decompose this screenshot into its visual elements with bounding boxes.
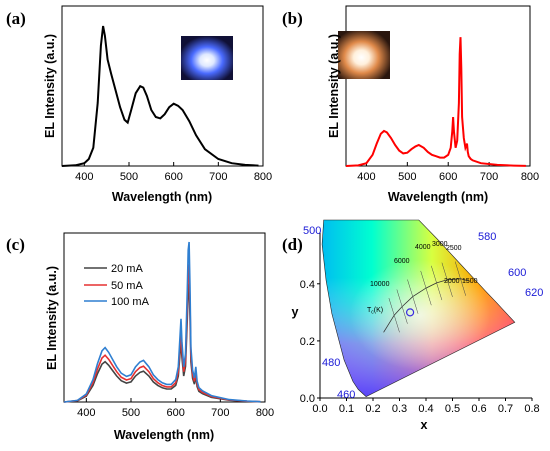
x-tick-label: 400 bbox=[75, 171, 93, 183]
legend-label-100ma: 100 mA bbox=[111, 296, 150, 308]
panel-a-x-axis-title: Wavelength (nm) bbox=[112, 190, 212, 204]
panel-a-frame bbox=[61, 5, 264, 167]
y-tick-label: 0.2 bbox=[300, 336, 315, 348]
isotherm-line bbox=[454, 261, 466, 296]
wavelength-labels: 500 580 600 620 480 460 bbox=[303, 225, 543, 401]
isotherm-line bbox=[407, 279, 419, 314]
wavelength-label-500: 500 bbox=[303, 225, 321, 237]
panel-d-x-axis-title: x bbox=[421, 418, 428, 432]
isotherm-line bbox=[441, 262, 453, 297]
wavelength-label-580: 580 bbox=[478, 231, 496, 243]
panel-c-frame bbox=[63, 232, 266, 403]
x-tick-label: 600 bbox=[166, 407, 184, 419]
x-tick-label: 0.1 bbox=[339, 403, 354, 415]
x-tick-label: 800 bbox=[254, 171, 272, 183]
panel-b-x-axis-title: Wavelength (nm) bbox=[388, 190, 488, 204]
x-tick-label: 700 bbox=[211, 407, 229, 419]
panel-b-inset-photo bbox=[338, 31, 390, 79]
x-tick-label: 800 bbox=[521, 171, 539, 183]
wavelength-label-620: 620 bbox=[525, 287, 543, 299]
cct-label-6000: 6000 bbox=[394, 258, 410, 265]
panel-label-d: (d) bbox=[282, 235, 303, 254]
panel-a-spectrum-line bbox=[61, 25, 259, 167]
panel-a-x-axis: 400 500 600 700 800 bbox=[75, 162, 272, 183]
cct-label-3000: 3000 bbox=[432, 241, 448, 248]
panel-b-frame bbox=[345, 5, 531, 167]
x-tick-label: 600 bbox=[164, 171, 182, 183]
cct-labels: 10000 6000 4000 3000 2500 2000 1500 Tc(K… bbox=[367, 241, 478, 316]
cie-spectral-locus bbox=[321, 219, 516, 397]
panel-a-chart: 400 500 600 700 800 EL Intensity (a.u.) Wave… bbox=[43, 5, 272, 204]
x-tick-label: 400 bbox=[357, 171, 375, 183]
x-tick-label: 700 bbox=[480, 171, 498, 183]
cct-label-1500: 1500 bbox=[462, 278, 478, 285]
isotemperature-lines bbox=[388, 261, 466, 333]
panel-c-y-axis-title: EL Intensity (a.u.) bbox=[45, 266, 59, 370]
panel-a-y-axis-title: EL Intensity (a.u.) bbox=[43, 34, 57, 138]
emission-point-marker bbox=[406, 308, 415, 317]
panel-c-x-axis-title: Wavelength (nm) bbox=[114, 428, 214, 442]
panel-c-series-group bbox=[63, 241, 261, 403]
wavelength-label-480: 480 bbox=[322, 357, 340, 369]
panel-d-y-axis-title: y bbox=[292, 305, 299, 319]
cie-white-region bbox=[350, 260, 490, 370]
x-tick-label: 500 bbox=[398, 171, 416, 183]
panel-label-a: (a) bbox=[6, 9, 26, 28]
panel-c-chart: 400 500 600 700 800 20 mA 50 mA 100 mA EL In… bbox=[45, 232, 274, 442]
x-tick-label: 500 bbox=[122, 407, 140, 419]
isotherm-line bbox=[431, 265, 443, 301]
panel-b-y-axis-title: EL Intensity (a.u.) bbox=[327, 34, 341, 138]
isotherm-line bbox=[396, 289, 408, 324]
panel-label-c: (c) bbox=[6, 235, 25, 254]
x-tick-label: 0.0 bbox=[312, 403, 327, 415]
cct-label-2000: 2000 bbox=[444, 278, 460, 285]
x-tick-label: 800 bbox=[256, 407, 274, 419]
x-tick-label: 0.4 bbox=[418, 403, 433, 415]
x-tick-label: 600 bbox=[439, 171, 457, 183]
y-tick-label: 0.0 bbox=[300, 393, 315, 405]
isotherm-line bbox=[388, 297, 400, 333]
panel-d-chart: 0.0 0.1 0.2 0.3 0.4 0.5 0.6 0.7 0.8 0.0 0.2 0.4 500… bbox=[292, 219, 543, 432]
x-tick-label: 0.2 bbox=[365, 403, 380, 415]
tc-label: Tc(K) bbox=[367, 307, 383, 316]
cct-label-4000: 4000 bbox=[415, 244, 431, 251]
wavelength-label-460: 460 bbox=[337, 389, 355, 401]
x-tick-label: 0.6 bbox=[471, 403, 486, 415]
panel-c-legend: 20 mA 50 mA 100 mA bbox=[84, 263, 150, 308]
x-tick-label: 0.3 bbox=[392, 403, 407, 415]
cct-label-2500: 2500 bbox=[446, 245, 462, 252]
panel-a-inset-photo bbox=[181, 36, 233, 80]
panel-b-spectrum-line bbox=[345, 37, 526, 167]
x-tick-label: 0.5 bbox=[445, 403, 460, 415]
cct-label-10000: 10000 bbox=[370, 281, 390, 288]
x-tick-label: 400 bbox=[77, 407, 95, 419]
x-tick-label: 500 bbox=[120, 171, 138, 183]
wavelength-label-600: 600 bbox=[508, 267, 526, 279]
panel-d-axes: 0.0 0.1 0.2 0.3 0.4 0.5 0.6 0.7 0.8 0.0 0.2 0.4 bbox=[300, 232, 540, 415]
legend-label-50ma: 50 mA bbox=[111, 280, 143, 292]
legend-label-20ma: 20 mA bbox=[111, 263, 143, 275]
y-tick-label: 0.4 bbox=[300, 279, 315, 291]
isotherm-line bbox=[420, 270, 432, 306]
series-line-100ma bbox=[63, 241, 261, 403]
panel-label-b: (b) bbox=[282, 9, 303, 28]
x-tick-label: 0.8 bbox=[524, 403, 539, 415]
panel-b-chart: 400 500 600 700 800 EL Intensity (a.u.) Wave… bbox=[327, 5, 539, 204]
x-tick-label: 700 bbox=[209, 171, 227, 183]
x-tick-label: 0.7 bbox=[498, 403, 513, 415]
